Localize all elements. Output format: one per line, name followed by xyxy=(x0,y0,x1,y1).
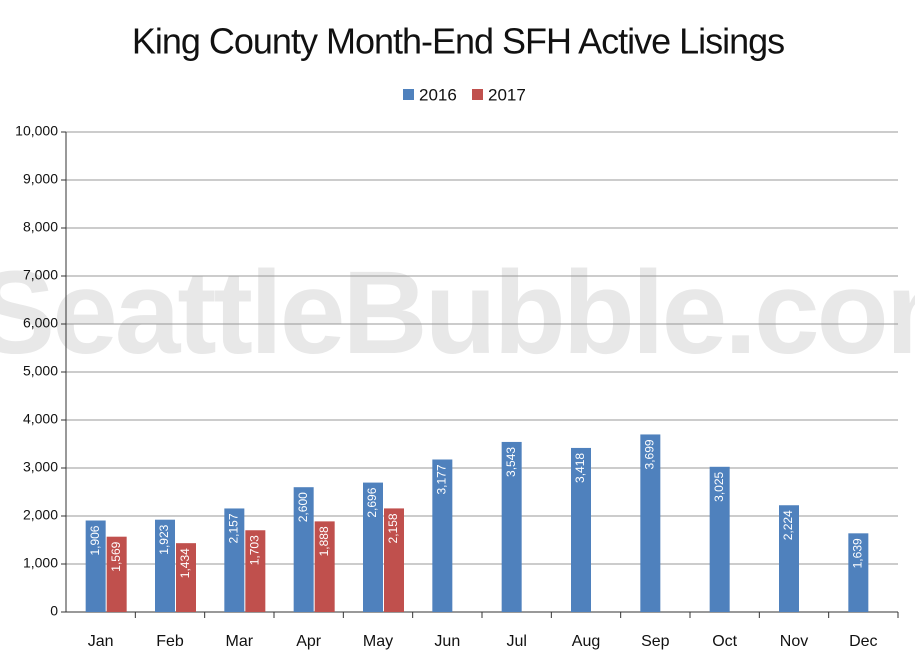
bar xyxy=(640,434,661,612)
bar xyxy=(314,521,335,612)
y-tick-label: 1,000 xyxy=(23,555,58,571)
bar xyxy=(176,543,196,612)
bar xyxy=(293,487,314,612)
value-label: 2,696 xyxy=(365,487,379,517)
legend-swatch xyxy=(403,89,414,100)
value-label: 1,703 xyxy=(248,535,262,565)
value-label: 3,177 xyxy=(435,464,449,494)
watermark: SeattleBubble.com xyxy=(0,247,915,379)
x-tick-label: Jan xyxy=(88,633,114,650)
value-label: 3,418 xyxy=(573,453,587,483)
value-label: 1,906 xyxy=(88,525,102,555)
value-label: 2,224 xyxy=(781,510,795,540)
legend-swatch xyxy=(472,89,483,100)
bar xyxy=(245,530,266,612)
y-tick-label: 6,000 xyxy=(23,315,58,331)
bar xyxy=(384,508,404,612)
bar xyxy=(779,505,799,612)
bar xyxy=(363,482,383,612)
bar xyxy=(106,536,127,612)
y-tick-label: 9,000 xyxy=(23,171,58,187)
y-tick-label: 10,000 xyxy=(15,123,58,139)
value-label: 3,699 xyxy=(643,439,657,469)
legend-label: 2016 xyxy=(419,85,457,104)
y-tick-label: 0 xyxy=(50,603,58,619)
bar xyxy=(848,533,869,612)
bar xyxy=(224,508,245,612)
y-tick-label: 4,000 xyxy=(23,411,58,427)
x-tick-label: Dec xyxy=(849,633,877,650)
y-tick-label: 5,000 xyxy=(23,363,58,379)
y-tick-label: 3,000 xyxy=(23,459,58,475)
x-tick-label: May xyxy=(363,633,393,650)
legend-label: 2017 xyxy=(488,85,526,104)
value-label: 1,888 xyxy=(317,526,331,556)
value-label: 1,923 xyxy=(157,524,171,554)
x-tick-label: Jul xyxy=(506,633,526,650)
bar xyxy=(709,466,730,612)
value-label: 3,025 xyxy=(712,471,726,501)
value-label: 1,434 xyxy=(178,548,192,578)
chart-title: King County Month-End SFH Active Lisings xyxy=(132,21,784,62)
bar xyxy=(571,447,591,612)
x-tick-label: Nov xyxy=(780,633,808,650)
value-label: 1,639 xyxy=(851,538,865,568)
x-tick-label: Jun xyxy=(434,633,460,650)
x-tick-label: Feb xyxy=(156,633,184,650)
x-tick-label: Apr xyxy=(296,633,322,650)
y-tick-label: 7,000 xyxy=(23,267,58,283)
x-tick-label: Aug xyxy=(572,633,600,650)
value-label: 3,543 xyxy=(504,447,518,477)
x-tick-label: Mar xyxy=(226,633,254,650)
value-label: 2,158 xyxy=(386,513,400,543)
value-label: 2,600 xyxy=(296,492,310,522)
bar xyxy=(155,519,175,612)
y-tick-label: 2,000 xyxy=(23,507,58,523)
value-label: 2,157 xyxy=(227,513,241,543)
bar xyxy=(501,441,522,612)
value-label: 1,569 xyxy=(109,541,123,571)
bar xyxy=(85,520,106,612)
x-tick-label: Oct xyxy=(712,633,737,650)
y-tick-label: 8,000 xyxy=(23,219,58,235)
bar xyxy=(432,459,453,612)
x-tick-label: Sep xyxy=(641,633,670,650)
